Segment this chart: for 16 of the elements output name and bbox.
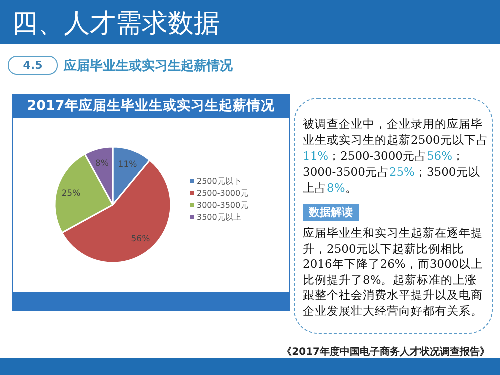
text: 应届毕业生和实习生起薪在逐年提升，2500元以下起薪比例相比2016年下降了26%，而3000以上比例提升了8%。起薪标准的上涨跟整个社会消费水平提升以及电商企业发展壮大经营向好都有关系。 — [303, 226, 484, 319]
text: 4.5 — [8, 56, 58, 75]
data-label: 25% — [62, 188, 81, 199]
text: 四、人才需求数据 — [12, 8, 220, 41]
chart-title: 2017年应届生毕业生或实习生起薪情况 — [12, 94, 290, 118]
legend-label: 2500元以下 — [197, 177, 242, 186]
data-label: 8% — [95, 158, 109, 169]
data-label: 11% — [118, 160, 138, 170]
text: 应届毕业生或实习生起薪情况 — [64, 58, 233, 75]
text: 《2017年度中国电子商务人才状况调查报告》 — [282, 345, 490, 359]
text: 被调查企业中，企业录用的应届毕业生或实习生的起薪2500元以下占11%；2500-3000元占56%；3000-3500元占25%；3500元以上占8%。 — [303, 117, 488, 195]
legend-label: 3500元以上 — [197, 213, 242, 222]
text: 数据解读 — [303, 204, 359, 221]
legend-label: 2500-3000元 — [197, 189, 249, 198]
data-label: 56% — [131, 234, 150, 245]
legend-label: 3000-3500元 — [197, 201, 249, 210]
